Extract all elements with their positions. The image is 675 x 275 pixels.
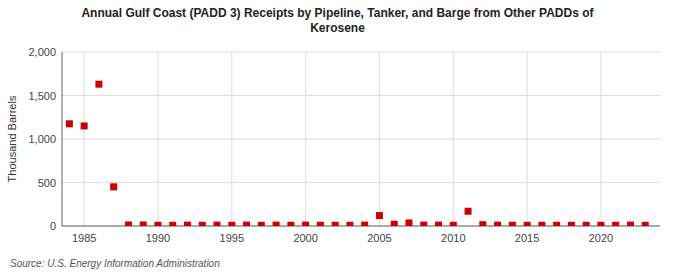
point [435,222,442,226]
x-grid-line [305,52,306,226]
point [420,222,427,226]
x-tick-label: 2000 [293,232,317,244]
point [184,222,191,226]
point [361,222,368,226]
y-grid-line [62,95,660,96]
y-tick-label: 1,000 [28,133,56,145]
title: Annual Gulf Coast (PADD 3) Receipts by P… [81,6,594,35]
y-tick-label: 0 [50,220,56,232]
point [376,212,383,219]
point [243,222,250,226]
point [199,222,206,226]
x-tick-label: 1985 [72,232,96,244]
point [391,221,398,226]
x-tick-label: 2015 [515,232,539,244]
point [258,222,265,226]
y-tick-label: 500 [38,177,56,189]
x-grid-line [157,52,158,226]
y-grid-line [62,52,660,53]
point [95,81,102,88]
y-tick-label: 1,500 [28,90,56,102]
point [214,222,221,226]
y-axis-line [62,52,63,226]
point [627,222,634,226]
chart: Annual Gulf Coast (PADD 3) Receipts by P… [0,0,675,275]
point [568,222,575,226]
point [538,222,545,226]
point [642,222,649,226]
source: Source: U.S. Energy Information Administ… [10,258,220,269]
point [125,221,132,226]
points [66,81,649,226]
x-grid-line [231,52,232,226]
y-tick-label: 2,000 [28,46,56,58]
y-grid-line [62,139,660,140]
point [228,222,235,226]
point [169,222,176,226]
point [612,222,619,226]
grid [62,52,660,226]
y-grid-line [62,182,660,183]
point [66,120,73,127]
point [302,222,309,226]
point [140,221,147,226]
x-grid-line [84,52,85,226]
point [81,122,88,129]
point [287,222,294,226]
point [553,222,560,226]
x-grid-line [527,52,528,226]
point [332,222,339,226]
point [346,222,353,226]
x-grid-line [453,52,454,226]
x-tick-label: 1990 [146,232,170,244]
x-tick-label: 2020 [589,232,613,244]
x-grid-line [379,52,380,226]
point [405,219,412,226]
point [524,222,531,226]
x-grid-line [600,52,601,226]
point [154,222,161,226]
x-tick-label: 2010 [441,232,465,244]
point [110,183,117,190]
x-tick-label: 2005 [367,232,391,244]
point [597,222,604,226]
point [479,221,486,226]
point [494,222,501,226]
y-axis-label: Thousand Barrels [6,95,18,182]
point [583,222,590,226]
point [450,222,457,226]
point [509,222,516,226]
x-tick-label: 1995 [220,232,244,244]
point [273,222,280,226]
point [317,222,324,226]
point [465,208,472,215]
